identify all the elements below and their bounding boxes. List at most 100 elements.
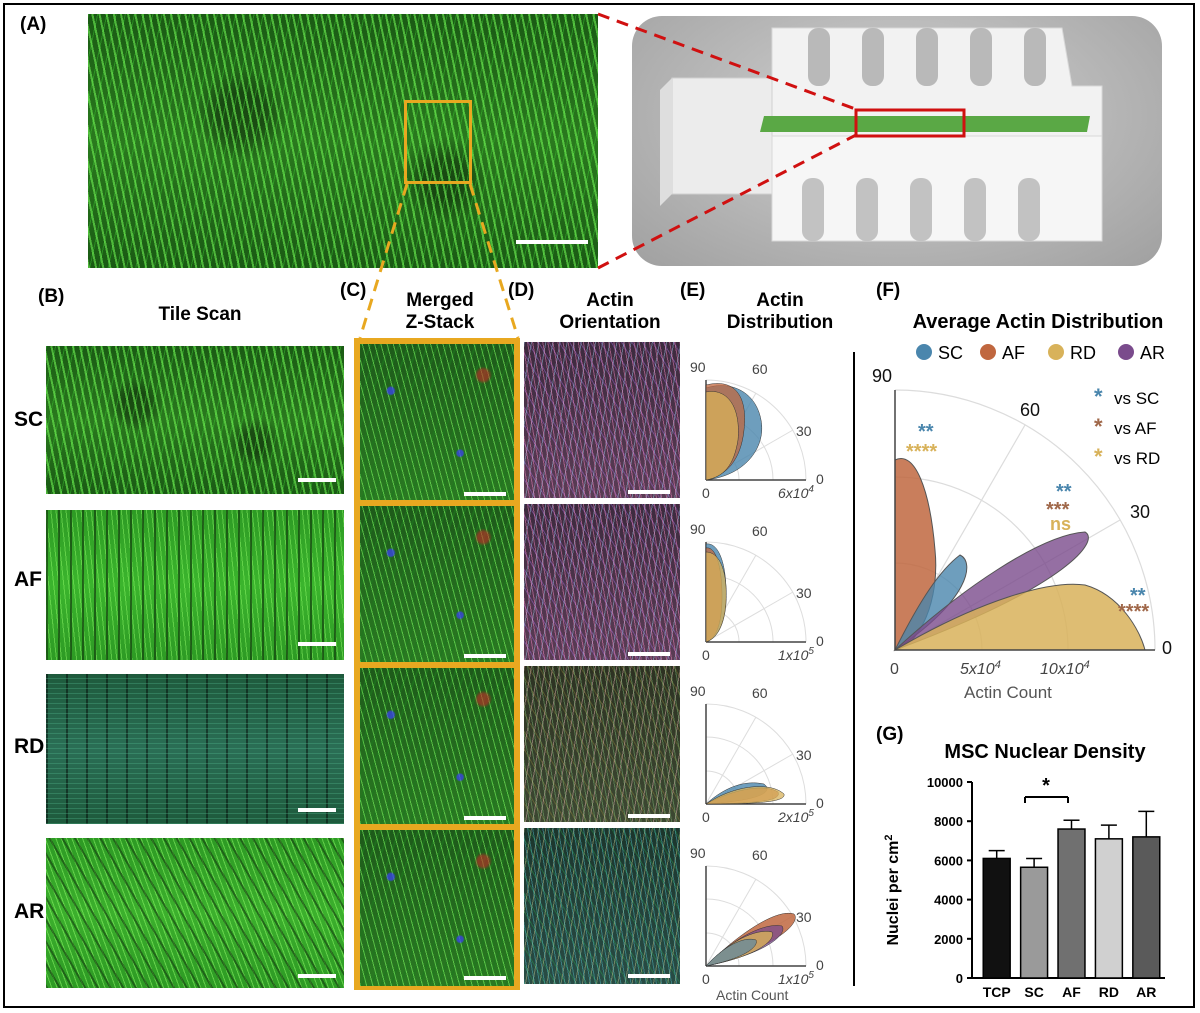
svg-text:0: 0 bbox=[816, 957, 824, 973]
bar-x-label-sc: SC bbox=[1024, 984, 1043, 1000]
svg-text:****: **** bbox=[1118, 601, 1149, 623]
svg-text:90: 90 bbox=[690, 845, 706, 861]
significance-star: * bbox=[1042, 775, 1050, 797]
panel-label-c: (C) bbox=[340, 280, 367, 301]
svg-text:90: 90 bbox=[690, 683, 706, 699]
small-polar-plots: 90 60 30 0 0 6x104 90 60 30 0 0 1x105 bbox=[690, 359, 824, 1000]
svg-text:90: 90 bbox=[690, 521, 706, 537]
tile-scan-overview-image bbox=[88, 14, 598, 268]
panel-label-f: (F) bbox=[876, 280, 901, 301]
svg-text:0: 0 bbox=[702, 647, 710, 663]
svg-text:**: ** bbox=[1130, 585, 1146, 607]
bar-y-tick-label: 4000 bbox=[934, 893, 963, 908]
small-polar-sc: 90 60 30 0 0 6x104 bbox=[690, 359, 824, 501]
device-render bbox=[660, 27, 1103, 242]
bar-y-tick-label: 0 bbox=[956, 971, 963, 986]
heading-distribution: Actin Distribution bbox=[726, 290, 834, 333]
heading-merged: Merged Z-Stack bbox=[405, 290, 475, 333]
svg-text:0: 0 bbox=[702, 809, 710, 825]
bar-ar bbox=[1132, 836, 1161, 979]
zstack-rd-image bbox=[360, 668, 514, 824]
svg-text:5x104: 5x104 bbox=[960, 659, 1001, 678]
orientation-sc-image bbox=[524, 342, 680, 498]
bar-chart-title: MSC Nuclear Density bbox=[944, 741, 1146, 763]
bar-y-tick-label: 10000 bbox=[927, 775, 963, 790]
bar-tcp bbox=[982, 857, 1011, 979]
bar-x-label-rd: RD bbox=[1099, 984, 1119, 1000]
avg-shape-rd bbox=[893, 583, 1146, 651]
small-polar-rd: 90 60 30 0 0 2x105 bbox=[690, 683, 824, 825]
svg-text:vs SC: vs SC bbox=[1114, 389, 1159, 408]
sp0-angle-60: 60 bbox=[752, 361, 768, 377]
svg-text:RD: RD bbox=[1070, 343, 1096, 363]
bar-af bbox=[1057, 828, 1086, 979]
zstack-ar-image bbox=[360, 830, 514, 986]
svg-text:****: **** bbox=[906, 441, 937, 463]
panel-label-e: (E) bbox=[680, 280, 706, 301]
svg-text:60: 60 bbox=[752, 523, 768, 539]
svg-text:SC: SC bbox=[938, 343, 963, 363]
small-polar-xlabel: Actin Count bbox=[716, 987, 788, 1000]
svg-text:**: ** bbox=[1056, 481, 1072, 503]
sig-legend: * vs SC * vs AF * vs RD bbox=[1094, 384, 1160, 469]
svg-text:30: 30 bbox=[796, 909, 812, 925]
svg-text:1x105: 1x105 bbox=[778, 970, 814, 987]
bar-y-tick-label: 8000 bbox=[934, 814, 963, 829]
scaffold-strip bbox=[760, 116, 1090, 132]
row-label-ar: AR bbox=[14, 900, 45, 923]
zoom-region-box bbox=[404, 100, 472, 184]
svg-text:AF: AF bbox=[1002, 343, 1025, 363]
orientation-rd-image bbox=[524, 666, 680, 822]
bar-sc bbox=[1019, 866, 1049, 979]
svg-text:2x105: 2x105 bbox=[777, 808, 814, 825]
zstack-column bbox=[354, 338, 520, 990]
tile-scan-af-image bbox=[46, 510, 344, 660]
row-label-rd: RD bbox=[14, 735, 45, 758]
svg-text:90: 90 bbox=[872, 366, 892, 386]
svg-text:vs RD: vs RD bbox=[1114, 449, 1160, 468]
row-label-af: AF bbox=[14, 568, 42, 591]
svg-text:vs AF: vs AF bbox=[1114, 419, 1157, 438]
tile-scan-ar-image bbox=[46, 838, 344, 988]
average-polar-chart: Average Actin Distribution SC AF RD AR 9… bbox=[872, 311, 1172, 702]
figure-frame bbox=[3, 3, 1195, 1008]
zstack-sc-image bbox=[360, 344, 514, 500]
heading-tile-scan: Tile Scan bbox=[158, 304, 242, 325]
bar-x-label-ar: AR bbox=[1136, 984, 1156, 1000]
bar-marks: TCP SC AF RD AR bbox=[982, 810, 1161, 1000]
svg-text:10x104: 10x104 bbox=[1040, 659, 1090, 678]
svg-text:AR: AR bbox=[1140, 343, 1165, 363]
svg-text:30: 30 bbox=[796, 747, 812, 763]
svg-text:0: 0 bbox=[1162, 638, 1172, 658]
svg-text:0: 0 bbox=[816, 633, 824, 649]
bar-x-label-af: AF bbox=[1062, 984, 1081, 1000]
sp0-angle-90: 90 bbox=[690, 359, 706, 375]
panel-label-g: (G) bbox=[876, 724, 904, 745]
small-polar-af: 90 60 30 0 0 1x105 bbox=[690, 521, 824, 663]
heading-orientation: Actin Orientation bbox=[559, 290, 661, 333]
svg-text:*: * bbox=[1094, 444, 1103, 469]
svg-text:30: 30 bbox=[1130, 502, 1150, 522]
zstack-af-image bbox=[360, 506, 514, 662]
row-label-sc: SC bbox=[14, 408, 44, 431]
bar-y-tick-label: 2000 bbox=[934, 932, 963, 947]
panel-label-d: (D) bbox=[508, 280, 535, 301]
scale-bar bbox=[516, 240, 588, 244]
avg-polar-legend: SC AF RD AR bbox=[916, 343, 1165, 363]
significance-bracket: * bbox=[1024, 775, 1069, 803]
nuclear-density-bar-chart: MSC Nuclear Density Nuclei per cm2 0 2000… bbox=[883, 741, 1165, 1000]
svg-text:1x105: 1x105 bbox=[778, 646, 814, 663]
panel-label-b: (B) bbox=[38, 286, 65, 307]
panel-label-a: (A) bbox=[20, 14, 47, 35]
tile-scan-rd-image bbox=[46, 674, 344, 824]
divider-line bbox=[853, 352, 855, 986]
sp0-angle-30: 30 bbox=[796, 423, 812, 439]
svg-text:0: 0 bbox=[702, 971, 710, 987]
device-highlight-box bbox=[854, 108, 966, 138]
avg-polar-title: Average Actin Distribution bbox=[913, 311, 1164, 333]
tile-scan-sc-image bbox=[46, 346, 344, 494]
bar-rd bbox=[1094, 838, 1124, 979]
svg-text:60: 60 bbox=[752, 685, 768, 701]
svg-text:30: 30 bbox=[796, 585, 812, 601]
